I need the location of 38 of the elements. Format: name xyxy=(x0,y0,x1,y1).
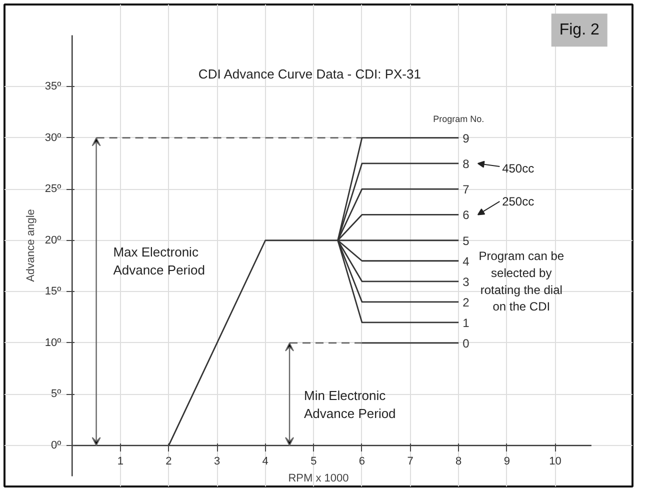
series-label: 9 xyxy=(462,131,470,146)
series-label: 7 xyxy=(462,182,470,197)
y-tick-label: 5º xyxy=(50,388,62,400)
series-label: 8 xyxy=(462,156,470,171)
x-tick-label: 9 xyxy=(504,455,510,468)
x-tick-label: 6 xyxy=(358,455,366,468)
x-tick-label: 4 xyxy=(262,455,268,468)
y-tick-label: 20º xyxy=(44,234,62,246)
x-tick-label: 1 xyxy=(117,455,124,468)
x-tick-label: 8 xyxy=(456,455,462,468)
annotation: 450cc xyxy=(502,162,534,176)
y-tick-label: 25º xyxy=(44,183,62,196)
annotation: Fig. 2 xyxy=(559,22,600,39)
y-tick-label: 0º xyxy=(50,439,62,452)
x-axis-title: RPM x 1000 xyxy=(288,472,349,484)
text: CDI Advance Curve Data - CDI: PX-31 xyxy=(198,66,421,82)
annotation: Min Electronic Advance Period xyxy=(304,388,396,421)
y-tick-label: 30º xyxy=(44,132,62,144)
y-axis-title: Advance angle xyxy=(25,209,38,282)
x-tick-label: 10 xyxy=(549,455,562,468)
annotation: 250cc xyxy=(502,194,534,208)
x-tick-label: 3 xyxy=(214,455,220,468)
y-tick-label: 15º xyxy=(44,286,62,298)
y-tick-label: 35º xyxy=(44,80,62,93)
series-label: 5 xyxy=(462,234,470,248)
x-tick-label: 5 xyxy=(310,455,317,468)
annotation: Program can be selected by rotating the dial on the CDI xyxy=(478,249,564,314)
y-tick-label: 10º xyxy=(44,336,62,349)
x-tick-label: 2 xyxy=(166,455,172,468)
series-label: 4 xyxy=(462,254,470,268)
series-label: 6 xyxy=(462,208,470,222)
annotation: Max Electronic Advance Period xyxy=(113,244,205,278)
series-label: 2 xyxy=(462,295,470,310)
x-tick-label: 7 xyxy=(407,455,414,468)
legend-title: Program No. xyxy=(433,114,484,124)
series-label: 1 xyxy=(462,316,470,330)
series-label: 3 xyxy=(462,274,470,289)
series-label: 0 xyxy=(462,336,470,350)
